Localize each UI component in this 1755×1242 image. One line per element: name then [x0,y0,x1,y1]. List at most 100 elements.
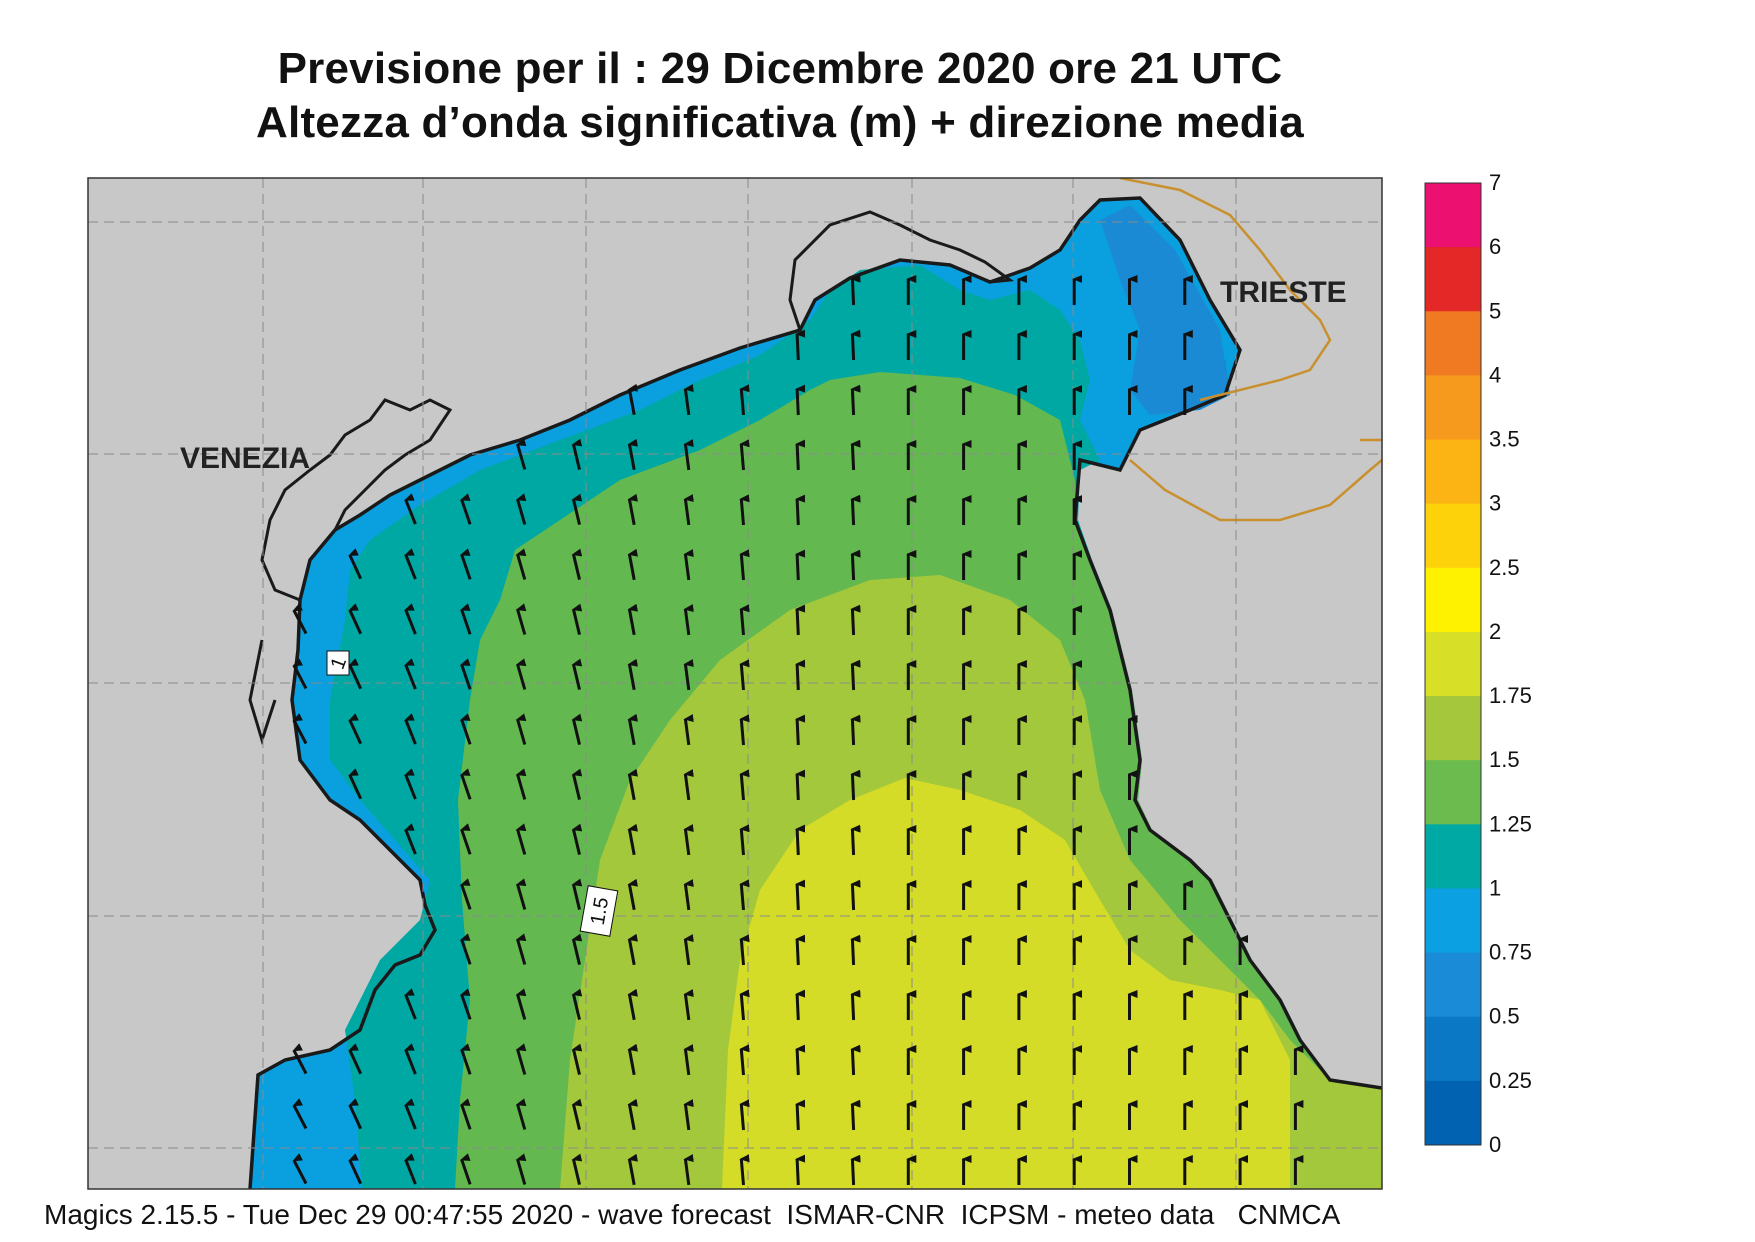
arrow-north-icon [515,713,527,745]
arrow-north-icon [459,823,472,855]
legend-tick-label: 3 [1489,491,1501,516]
arrow-north-icon [571,713,583,745]
arrow-north-icon [403,823,417,855]
arrow-north-icon [459,878,472,910]
footer-credits: Magics 2.15.5 - Tue Dec 29 00:47:55 2020… [44,1199,1341,1230]
arrow-north-icon [292,713,308,745]
arrow-north-icon [403,603,417,635]
arrow-north-icon [459,713,472,745]
legend-swatch [1425,183,1481,248]
arrow-north-icon [795,879,806,911]
arrow-north-icon [739,384,750,416]
arrow-north-icon [850,769,861,801]
arrow-north-icon [571,823,583,855]
arrow-north-icon [292,1098,308,1130]
legend-tick-label: 0 [1489,1132,1501,1157]
legend-swatch [1425,247,1481,312]
arrow-north-icon [571,1098,583,1130]
arrow-north-icon [571,1153,583,1185]
arrow-north-icon [683,1099,694,1131]
arrow-north-icon [515,988,527,1020]
arrow-north-icon [627,658,639,691]
arrow-north-icon [683,989,694,1021]
arrow-north-icon [348,1098,363,1130]
arrow-north-icon [403,1098,417,1130]
legend-swatch [1425,1080,1481,1146]
arrow-north-icon [348,658,363,690]
city-label-trieste: TRIESTE [1220,276,1347,309]
arrow-north-icon [850,274,861,306]
legend-swatch [1425,1016,1481,1082]
arrow-north-icon [403,493,417,525]
arrow-north-icon [292,658,308,690]
arrow-north-icon [683,824,694,856]
arrow-north-icon [627,823,639,856]
legend-swatch [1425,503,1481,569]
arrow-north-icon [627,548,639,581]
grado-lagoon [788,210,1015,331]
arrow-north-icon [850,439,861,471]
legend-swatch [1425,311,1481,376]
arrow-north-icon [795,714,806,746]
arrow-north-icon [571,988,583,1020]
color-legend: 7 6 5 4 3.5 3 2.5 2 1.75 1.5 1.25 1 0.75 0.5 0.25 0 [1424,170,1532,1157]
arrow-north-icon [739,549,750,581]
arrow-north-icon [850,384,861,416]
arrow-north-icon [739,824,750,856]
arrow-north-icon [683,549,694,581]
arrow-north-icon [850,714,861,746]
arrow-north-icon [739,1154,750,1186]
direction-arrows [292,274,1304,1186]
legend-tick-label: 1.75 [1489,683,1532,708]
sea-area [250,198,1382,1189]
legend-swatch [1425,824,1481,889]
arrow-north-icon [571,493,583,525]
arrow-north-icon [739,769,750,801]
legend-swatch [1425,631,1481,697]
contour-label-15: 1.5 [579,885,619,937]
arrow-north-icon [403,988,417,1020]
arrow-north-icon [683,769,694,801]
arrow-north-icon [739,1044,750,1076]
arrow-north-icon [348,768,363,800]
legend-tick-label: 2 [1489,619,1501,644]
arrow-north-icon [292,603,308,635]
legend-swatch [1425,567,1481,633]
arrow-north-icon [627,933,639,966]
map-subtitle: Altezza d’onda significativa (m) + direz… [256,98,1304,147]
arrow-north-icon [348,603,363,635]
legend-swatch [1425,375,1481,441]
arrow-north-icon [627,383,639,416]
arrow-north-icon [403,1153,417,1185]
arrow-north-icon [850,824,861,856]
arrow-north-icon [850,1154,861,1186]
arrow-north-icon [459,1098,472,1130]
arrow-north-icon [627,768,639,801]
arrow-north-icon [850,659,861,691]
arrow-north-icon [515,1153,527,1185]
legend-tick-label: 0.5 [1489,1004,1520,1029]
arrow-north-icon [627,878,639,911]
map-frame [87,177,1383,1190]
arrow-north-icon [850,1099,861,1131]
arrow-north-icon [850,329,861,361]
arrow-north-icon [683,714,694,746]
legend-swatch [1425,439,1481,505]
arrow-north-icon [459,548,472,580]
venice-lagoon [248,398,453,746]
arrow-north-icon [739,659,750,691]
arrow-north-icon [515,768,527,800]
arrow-north-icon [403,658,417,690]
arrow-north-icon [739,879,750,911]
band-05-075 [1100,205,1230,415]
arrow-north-icon [739,439,750,471]
arrow-north-icon [850,934,861,966]
arrow-north-icon [627,1043,639,1076]
arrow-north-icon [515,658,527,690]
city-label-venezia: VENEZIA [180,442,310,475]
arrow-north-icon [627,603,639,636]
legend-tick-label: 2.5 [1489,555,1520,580]
arrow-north-icon [739,934,750,966]
arrow-north-icon [515,493,527,525]
arrow-north-icon [459,603,472,635]
